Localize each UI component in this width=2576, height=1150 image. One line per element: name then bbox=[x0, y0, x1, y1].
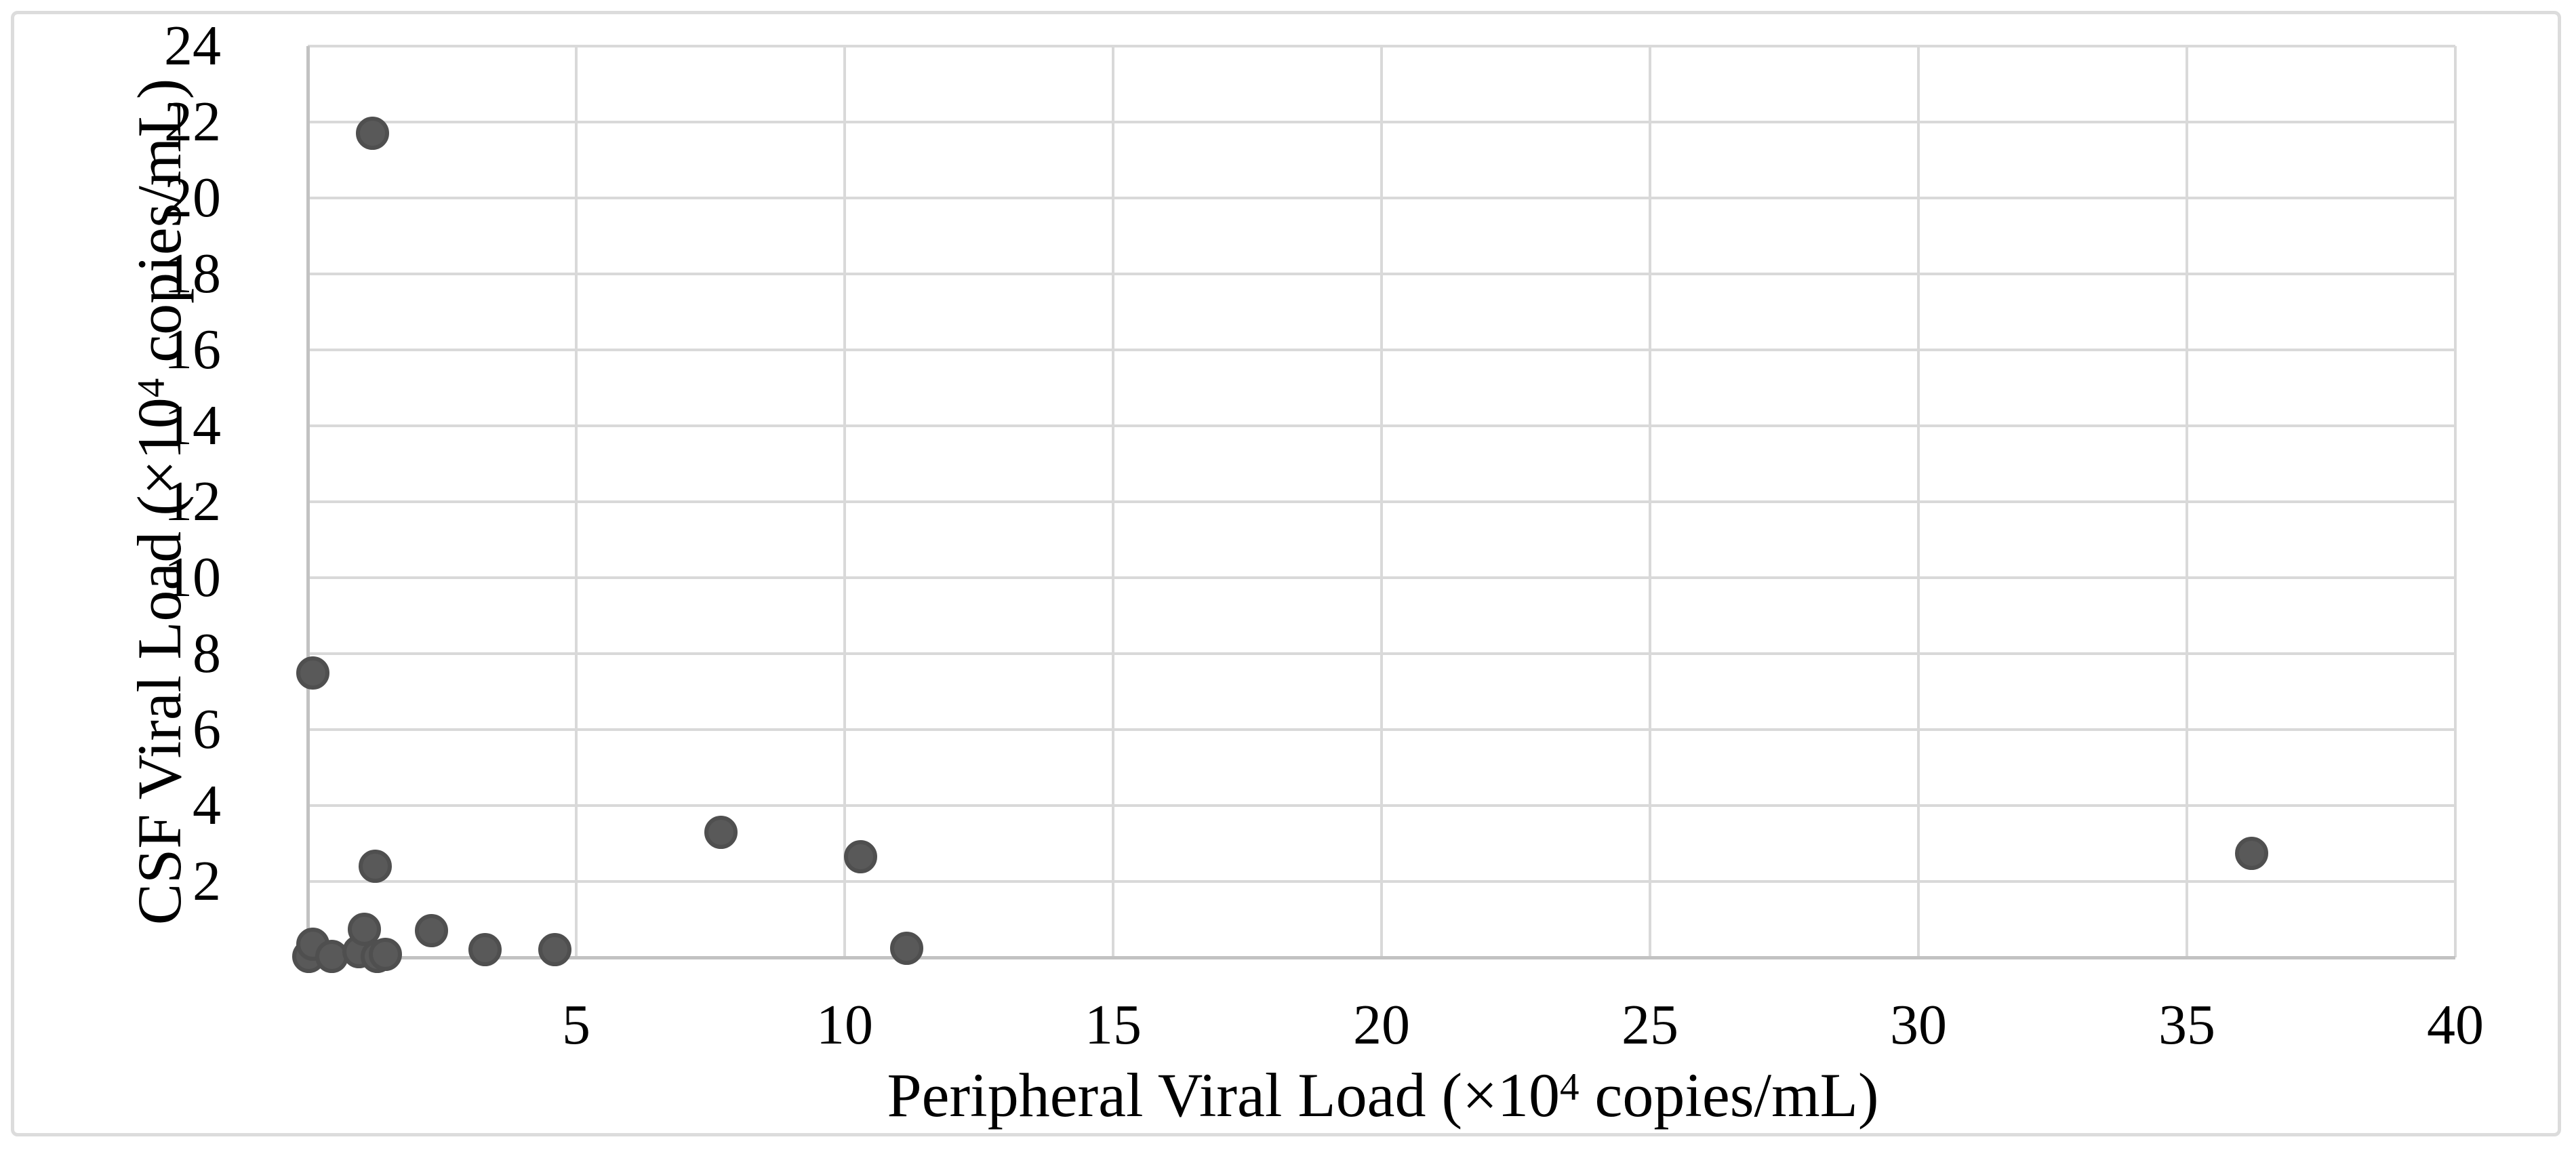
x-tick-label: 30 bbox=[1890, 993, 1947, 1056]
y-tick-label: 24 bbox=[164, 14, 221, 77]
y-axis-tick-labels: 2 4 6 8 10 12 14 16 18 20 22 24 bbox=[0, 18, 224, 957]
vertical-gridline bbox=[1649, 46, 1651, 957]
y-tick-label: 16 bbox=[164, 318, 221, 381]
vertical-gridline bbox=[1112, 46, 1114, 957]
x-axis-title: Peripheral Viral Load (×104 copies/mL) bbox=[887, 1059, 1879, 1131]
x-tick-label: 20 bbox=[1353, 993, 1410, 1056]
x-tick-label: 15 bbox=[1085, 993, 1142, 1056]
y-tick-label: 10 bbox=[164, 546, 221, 609]
data-point bbox=[889, 931, 923, 965]
y-tick-label: 4 bbox=[193, 774, 221, 837]
data-point bbox=[369, 938, 403, 972]
y-tick-label: 20 bbox=[164, 166, 221, 229]
data-point bbox=[704, 815, 738, 849]
data-point bbox=[414, 914, 448, 948]
data-point bbox=[296, 656, 330, 690]
plot-area bbox=[292, 45, 2457, 974]
y-tick-label: 12 bbox=[164, 470, 221, 533]
vertical-gridline bbox=[1917, 46, 1920, 957]
vertical-gridline bbox=[2186, 46, 2188, 957]
y-axis-title-superscript: 4 bbox=[130, 378, 174, 398]
vertical-gridline bbox=[1380, 46, 1383, 957]
x-axis-title-superscript: 4 bbox=[1559, 1066, 1579, 1109]
y-tick-label: 22 bbox=[164, 90, 221, 153]
data-point bbox=[2234, 836, 2268, 870]
x-tick-label: 40 bbox=[2427, 993, 2484, 1056]
x-tick-label: 5 bbox=[562, 993, 590, 1056]
vertical-gridline bbox=[843, 46, 846, 957]
x-axis-line bbox=[306, 956, 2455, 959]
data-point bbox=[347, 912, 381, 946]
y-tick-label: 2 bbox=[193, 850, 221, 913]
x-tick-label: 35 bbox=[2158, 993, 2215, 1056]
data-point bbox=[844, 840, 878, 874]
y-tick-label: 6 bbox=[193, 698, 221, 761]
x-tick-label: 10 bbox=[816, 993, 873, 1056]
y-axis-line bbox=[306, 46, 310, 959]
y-tick-label: 18 bbox=[164, 242, 221, 305]
x-axis-title-text: Peripheral Viral Load (×10 bbox=[887, 1060, 1560, 1130]
vertical-gridline bbox=[575, 46, 578, 957]
x-tick-label: 25 bbox=[1622, 993, 1678, 1056]
y-axis-title-unit: copies/mL) bbox=[125, 78, 194, 378]
x-axis-tick-labels: 5 10 15 20 25 30 35 40 bbox=[308, 985, 2484, 1073]
y-axis-title-text: CSF Viral Load (×10 bbox=[125, 397, 194, 926]
y-tick-label: 14 bbox=[164, 394, 221, 457]
y-tick-label: 8 bbox=[193, 622, 221, 685]
x-axis-title-unit: copies/mL) bbox=[1579, 1060, 1879, 1130]
data-point bbox=[355, 117, 389, 151]
data-point bbox=[538, 933, 571, 967]
y-axis-title: CSF Viral Load (×104 copies/mL) bbox=[123, 79, 195, 926]
vertical-gridline bbox=[2454, 46, 2457, 957]
data-point bbox=[468, 933, 502, 967]
data-point bbox=[358, 850, 392, 884]
